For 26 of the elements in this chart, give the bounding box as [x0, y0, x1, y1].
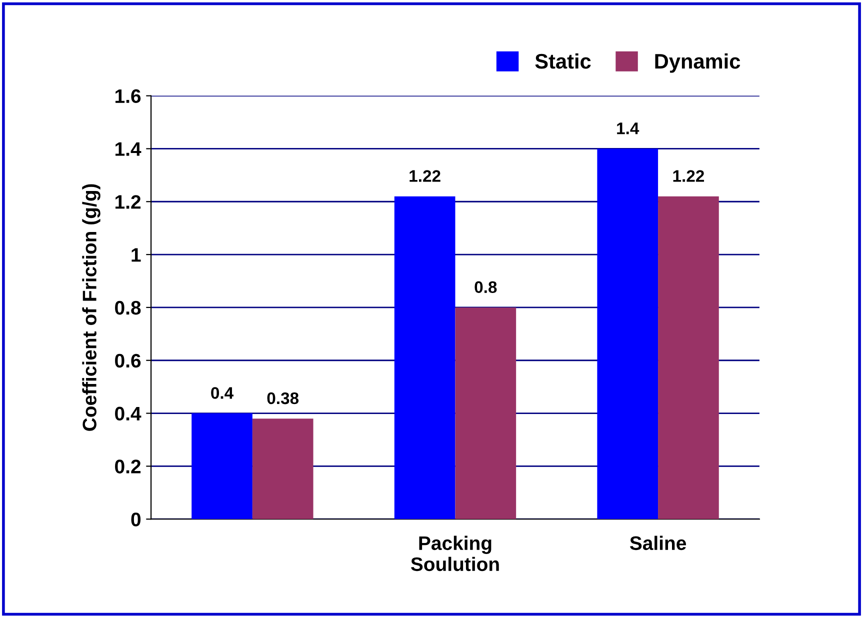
data-label: 1.4 [617, 122, 640, 134]
bar [455, 307, 516, 520]
data-label: 1.22 [673, 170, 704, 182]
bar [394, 196, 456, 520]
y-tick-label: 1 [132, 248, 141, 262]
y-tick-label: 0.8 [115, 300, 141, 315]
y-tick-label: 0.4 [115, 406, 142, 421]
y-tick-label: 1.2 [116, 195, 141, 209]
y-tick-label: 0 [131, 512, 141, 526]
data-label: 0.4 [211, 387, 234, 399]
bar [252, 418, 314, 520]
bar [597, 148, 658, 520]
data-label: 0.38 [267, 392, 299, 404]
x-tick-label: Saline [630, 536, 686, 550]
data-label: 1.22 [410, 170, 440, 182]
y-tick-label: 0.6 [115, 354, 141, 368]
bar [658, 196, 719, 520]
y-tick-label: 1.6 [116, 89, 141, 104]
legend-label: Dynamic [655, 53, 740, 73]
y-tick-label: 1.4 [116, 142, 142, 156]
y-axis-title: Coefficient of Friction (g/g) [82, 184, 100, 431]
x-tick-label: Packing Soulution [410, 536, 499, 572]
y-tick-label: 0.2 [115, 460, 141, 474]
data-label: 0.8 [474, 281, 497, 294]
bar [192, 413, 252, 520]
legend-label: Static [535, 53, 591, 69]
